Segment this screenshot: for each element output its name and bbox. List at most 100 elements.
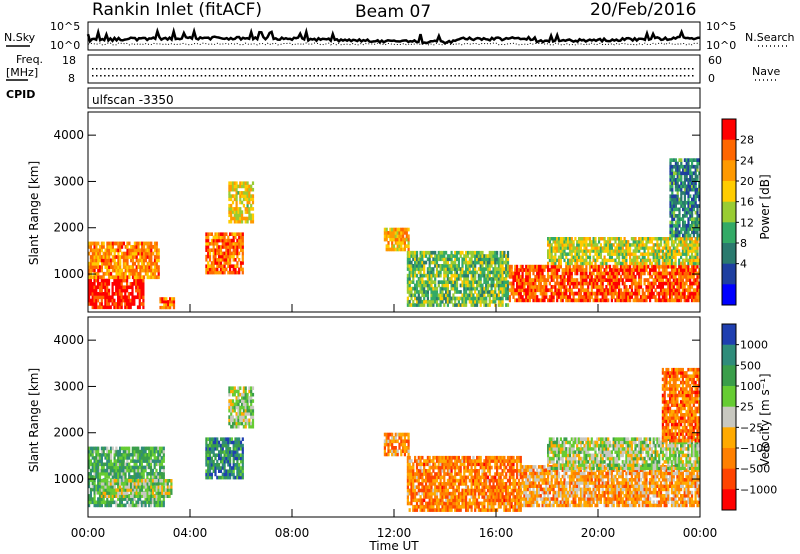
power-cell: [694, 191, 697, 195]
power-cell: [88, 278, 91, 283]
power-cell: [415, 286, 419, 291]
power-cell: [227, 264, 230, 268]
power-cell: [645, 278, 648, 282]
power-cell: [516, 285, 519, 289]
power-cell: [248, 191, 251, 195]
power-cell: [152, 271, 155, 276]
power-cell: [406, 286, 409, 291]
power-cell: [477, 260, 480, 265]
power-cell: [665, 271, 668, 276]
power-cell: [581, 278, 584, 282]
power-cell: [561, 295, 564, 299]
frequency-point: [341, 68, 344, 70]
nsearch-tick-high: 10^5: [706, 20, 736, 33]
power-cell: [581, 285, 584, 289]
velocity-cell: [144, 485, 147, 489]
power-cell: [690, 264, 694, 269]
power-cell: [676, 291, 679, 296]
nave-point: [168, 75, 170, 77]
power-cell: [552, 291, 555, 296]
power-cell: [652, 249, 655, 253]
power-cell: [636, 249, 639, 253]
power-cell: [441, 250, 444, 255]
nave-point: [345, 75, 348, 77]
power-cell: [446, 280, 449, 284]
power-cell: [505, 257, 508, 262]
power-cell: [572, 255, 575, 259]
velocity-cell: [109, 459, 113, 463]
nave-point: [591, 75, 593, 77]
power-cell: [450, 250, 453, 255]
power-cell: [694, 220, 697, 225]
power-cell: [610, 255, 613, 259]
power-cell: [592, 268, 595, 272]
power-cell: [632, 278, 635, 282]
power-cell: [88, 298, 91, 303]
power-cell: [241, 251, 244, 256]
nave-point: [293, 75, 295, 77]
power-cell: [536, 295, 539, 299]
power-cell: [678, 217, 681, 221]
power-cell: [696, 191, 699, 195]
power-cell: [126, 245, 129, 249]
power-cell: [601, 237, 604, 241]
velocity-cell: [106, 465, 109, 470]
power-cell: [463, 299, 466, 304]
power-cell: [496, 267, 499, 271]
power-cell: [448, 293, 451, 298]
power-cell: [118, 302, 121, 306]
velocity-cell: [113, 456, 116, 460]
power-cell: [497, 280, 500, 284]
velocity-cell: [106, 479, 109, 483]
velocity-cell: [149, 503, 153, 508]
power-cell: [683, 214, 686, 218]
velocity-cell: [159, 481, 162, 486]
power-cell: [153, 271, 157, 276]
power-cell: [430, 254, 433, 258]
power-cell: [685, 164, 688, 169]
velocity-cell: [162, 472, 165, 476]
power-cell: [474, 257, 477, 262]
power-cell: [233, 219, 236, 224]
power-cell: [683, 204, 686, 208]
velocity-cell: [104, 479, 107, 483]
power-cell: [435, 273, 439, 278]
power-cell: [138, 295, 141, 300]
power-cell: [428, 270, 431, 275]
power-cell: [598, 268, 601, 272]
nave-point: [595, 75, 597, 77]
power-cell: [126, 285, 129, 290]
power-cell: [124, 295, 127, 300]
power-cell: [678, 258, 681, 263]
power-cell: [680, 264, 683, 269]
power-cell: [483, 296, 486, 301]
power-cell: [603, 243, 606, 247]
power-cell: [457, 303, 460, 307]
power-cell: [142, 292, 145, 296]
power-cell: [683, 191, 686, 195]
power-cell: [459, 283, 462, 288]
power-cell: [233, 213, 236, 218]
power-cell: [630, 278, 633, 282]
power-cell: [461, 270, 464, 275]
power-cell: [627, 291, 630, 296]
power-cell: [678, 230, 681, 235]
power-cell: [508, 298, 511, 303]
power-cell: [506, 257, 510, 262]
velocity-cell: [109, 462, 113, 467]
power-cell: [519, 285, 522, 289]
velocity-cell: [164, 482, 167, 486]
velocity-cell: [163, 479, 166, 483]
nsky-label: N.Sky: [4, 31, 36, 44]
power-cell: [605, 295, 608, 299]
velocity-cell: [148, 491, 151, 495]
power-cell: [634, 261, 637, 266]
power-cell: [691, 181, 694, 185]
power-cell: [621, 246, 624, 250]
power-cell: [477, 257, 480, 262]
power-cell: [100, 305, 103, 310]
power-cell: [643, 252, 646, 256]
power-cell: [698, 194, 701, 199]
power-cell: [428, 303, 431, 307]
power-cell: [647, 278, 650, 282]
